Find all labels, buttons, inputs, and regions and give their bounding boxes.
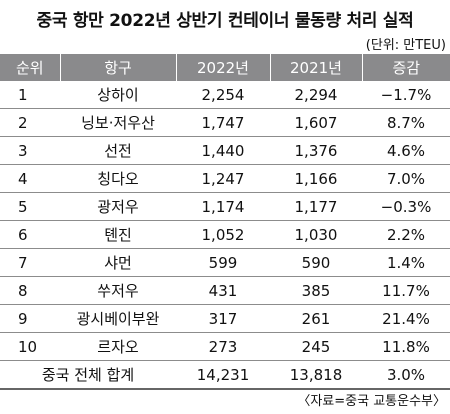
cell-rank: 8 <box>0 276 60 305</box>
cell-2021: 261 <box>270 304 362 333</box>
cell-2022: 599 <box>176 248 270 277</box>
cell-change: 8.7% <box>362 108 450 137</box>
unit-note: (단위: 만TEU) <box>365 38 446 53</box>
table-row: 5 광저우 1,174 1,177 −0.3% <box>0 192 450 221</box>
cell-change: −1.7% <box>362 81 450 109</box>
cell-change: 11.7% <box>362 276 450 305</box>
cell-rank: 7 <box>0 248 60 277</box>
header-2021: 2021년 <box>269 54 362 81</box>
cell-change: 4.6% <box>362 136 450 165</box>
table-body: 1 상하이 2,254 2,294 −1.7% 2 닝보·저우산 1,747 1,607 8.7%… <box>0 81 450 390</box>
cell-rank: 2 <box>0 108 60 137</box>
cell-rank: 3 <box>0 136 60 165</box>
header-port: 항구 <box>59 54 176 81</box>
table-row: 8 쑤저우 431 385 11.7% <box>0 276 450 305</box>
cell-2021: 1,177 <box>270 192 362 221</box>
table-row: 3 선전 1,440 1,376 4.6% <box>0 136 450 165</box>
cell-rank: 6 <box>0 220 60 249</box>
source-note: 〈자료=중국 교통운수부〉 <box>297 394 446 409</box>
cell-change: 11.8% <box>362 332 450 361</box>
port-throughput-table: 순위 항구 2022년 2021년 증감 1 상하이 2,254 2,294 −1.7%… <box>0 54 450 390</box>
cell-port: 쑤저우 <box>60 276 176 305</box>
cell-2021: 1,030 <box>270 220 362 249</box>
table-row: 1 상하이 2,254 2,294 −1.7% <box>0 81 450 109</box>
cell-port: 칭다오 <box>60 164 176 193</box>
page-title: 중국 항만 2022년 상반기 컨테이너 물동량 처리 실적 <box>36 11 414 31</box>
cell-port: 샤먼 <box>60 248 176 277</box>
cell-2021: 1,166 <box>270 164 362 193</box>
cell-2022: 1,747 <box>176 108 270 137</box>
total-2021: 13,818 <box>270 360 362 390</box>
cell-change: 7.0% <box>362 164 450 193</box>
header-change: 증감 <box>361 54 450 81</box>
cell-rank: 9 <box>0 304 60 333</box>
cell-rank: 1 <box>0 81 60 109</box>
cell-2022: 1,440 <box>176 136 270 165</box>
cell-2022: 317 <box>176 304 270 333</box>
cell-port: 닝보·저우산 <box>60 108 176 137</box>
cell-2021: 2,294 <box>270 81 362 109</box>
cell-change: 1.4% <box>362 248 450 277</box>
cell-rank: 4 <box>0 164 60 193</box>
cell-2022: 2,254 <box>176 81 270 109</box>
table-row: 10 르자오 273 245 11.8% <box>0 332 450 361</box>
cell-port: 광시베이부완 <box>60 304 176 333</box>
cell-change: −0.3% <box>362 192 450 221</box>
cell-rank: 10 <box>0 332 60 361</box>
cell-2022: 1,247 <box>176 164 270 193</box>
cell-port: 상하이 <box>60 81 176 109</box>
table-row: 4 칭다오 1,247 1,166 7.0% <box>0 164 450 193</box>
total-row: 중국 전체 합계 14,231 13,818 3.0% <box>0 360 450 390</box>
header-2022: 2022년 <box>175 54 270 81</box>
total-label: 중국 전체 합계 <box>0 360 176 390</box>
total-2022: 14,231 <box>176 360 270 390</box>
cell-change: 2.2% <box>362 220 450 249</box>
cell-port: 톈진 <box>60 220 176 249</box>
cell-2022: 1,052 <box>176 220 270 249</box>
table-row: 2 닝보·저우산 1,747 1,607 8.7% <box>0 108 450 137</box>
cell-change: 21.4% <box>362 304 450 333</box>
cell-port: 르자오 <box>60 332 176 361</box>
header-rank: 순위 <box>0 54 60 81</box>
cell-2022: 1,174 <box>176 192 270 221</box>
cell-2021: 1,376 <box>270 136 362 165</box>
table-row: 6 톈진 1,052 1,030 2.2% <box>0 220 450 249</box>
cell-2022: 273 <box>176 332 270 361</box>
cell-rank: 5 <box>0 192 60 221</box>
total-change: 3.0% <box>362 360 450 390</box>
cell-2021: 1,607 <box>270 108 362 137</box>
cell-2022: 431 <box>176 276 270 305</box>
cell-port: 선전 <box>60 136 176 165</box>
table-row: 7 샤먼 599 590 1.4% <box>0 248 450 277</box>
table-header-row: 순위 항구 2022년 2021년 증감 <box>0 54 450 81</box>
cell-2021: 385 <box>270 276 362 305</box>
cell-port: 광저우 <box>60 192 176 221</box>
table-row: 9 광시베이부완 317 261 21.4% <box>0 304 450 333</box>
cell-2021: 245 <box>270 332 362 361</box>
cell-2021: 590 <box>270 248 362 277</box>
